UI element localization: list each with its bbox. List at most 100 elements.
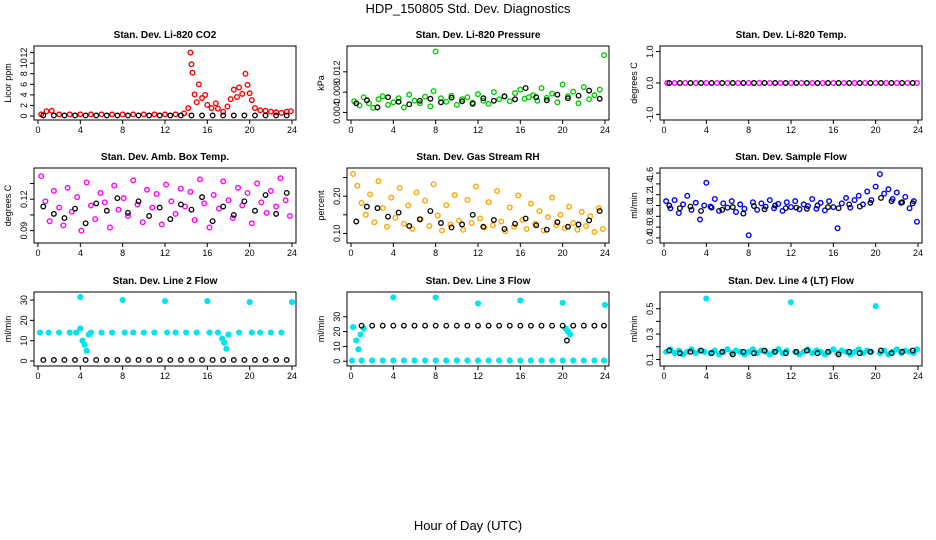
data-point xyxy=(688,206,695,213)
data-point xyxy=(893,346,900,353)
y-axis-label: ml/min xyxy=(3,316,13,343)
data-point xyxy=(724,204,731,211)
data-point xyxy=(191,217,198,224)
data-point xyxy=(277,175,284,182)
data-point-hourly xyxy=(220,112,227,119)
series-hourly xyxy=(40,357,290,363)
data-point-hourly xyxy=(899,80,906,86)
data-point xyxy=(45,329,52,336)
data-point xyxy=(474,300,482,307)
y-tick-label: 0.20 xyxy=(332,187,342,205)
data-point-hourly xyxy=(177,201,184,208)
data-point-hourly xyxy=(199,357,205,363)
data-point xyxy=(586,96,593,103)
data-point xyxy=(580,84,587,91)
y-tick-label: 0.6 xyxy=(645,221,655,234)
data-point xyxy=(202,91,209,98)
data-point xyxy=(771,205,778,212)
x-tick-label: 20 xyxy=(558,125,568,135)
y-tick-label: 12 xyxy=(19,48,29,58)
data-point xyxy=(121,329,128,336)
data-point-hourly xyxy=(846,201,853,208)
data-point xyxy=(37,329,44,336)
data-point-hourly xyxy=(676,205,683,212)
data-point-hourly xyxy=(230,112,237,119)
data-point xyxy=(257,107,264,114)
data-point xyxy=(883,79,890,86)
data-point xyxy=(559,357,566,364)
data-point xyxy=(728,198,735,205)
data-point xyxy=(862,79,869,86)
data-point xyxy=(443,98,450,105)
data-point xyxy=(724,79,731,86)
data-point-hourly xyxy=(687,80,694,86)
x-tick-label: 12 xyxy=(786,371,796,381)
data-point xyxy=(703,179,710,186)
y-tick-label: 0.5 xyxy=(645,302,655,315)
data-point-hourly xyxy=(867,348,874,355)
data-point-hourly xyxy=(533,222,540,229)
data-point xyxy=(354,182,361,189)
data-point xyxy=(163,181,170,188)
y-tick-label: 0.004 xyxy=(332,101,342,124)
data-point xyxy=(355,346,362,353)
data-point xyxy=(140,329,147,336)
chart-title: Stan. Dev. Line 4 (LT) Flow xyxy=(728,276,854,287)
data-point-hourly xyxy=(443,322,450,329)
data-point-hourly xyxy=(61,357,68,363)
data-point xyxy=(671,197,678,204)
data-point xyxy=(371,219,378,226)
data-point xyxy=(204,101,211,108)
data-point-hourly xyxy=(406,223,413,229)
data-point-hourly xyxy=(899,199,906,206)
data-point xyxy=(287,108,294,115)
data-point-hourly xyxy=(262,112,269,119)
data-point xyxy=(220,108,227,115)
data-point xyxy=(893,79,900,86)
data-point-hourly xyxy=(676,80,683,86)
x-tick-label: 12 xyxy=(786,125,796,135)
data-point xyxy=(362,211,369,218)
data-point xyxy=(809,79,816,86)
y-tick-label: 1.0 xyxy=(645,45,655,58)
data-point xyxy=(278,109,285,116)
data-point-hourly xyxy=(761,347,768,354)
data-point-hourly xyxy=(761,206,768,213)
data-point-hourly xyxy=(782,205,789,212)
data-point xyxy=(74,194,81,201)
y-axis-label: percent xyxy=(316,190,326,221)
data-point xyxy=(745,232,752,239)
data-point-hourly xyxy=(687,348,694,355)
data-point-hourly xyxy=(719,80,726,86)
x-tick-label: 12 xyxy=(160,125,170,135)
data-point xyxy=(663,198,670,205)
plot-frame xyxy=(33,167,297,244)
data-point-hourly xyxy=(283,357,290,363)
data-point-hourly xyxy=(385,94,391,101)
y-tick-label: 0 xyxy=(19,113,29,118)
data-point xyxy=(788,204,795,211)
data-point-hourly xyxy=(146,112,153,119)
x-tick-label: 0 xyxy=(348,248,353,258)
data-point-hourly xyxy=(252,112,258,119)
data-point-hourly xyxy=(103,207,110,214)
data-point xyxy=(360,94,367,101)
data-point-hourly xyxy=(273,357,280,363)
x-tick-label: 12 xyxy=(473,248,483,258)
data-point xyxy=(189,69,196,76)
x-tick-label: 4 xyxy=(704,248,709,258)
data-point-hourly xyxy=(575,92,582,99)
data-point-hourly xyxy=(575,221,582,228)
data-point-hourly xyxy=(427,95,434,102)
series-hourly xyxy=(666,194,916,217)
data-point-hourly xyxy=(543,97,550,104)
chart-panel-6: Stan. Dev. Sample Flow 0 4 8 12 16 20 24 0.40.60… xyxy=(629,152,923,258)
data-point xyxy=(464,196,471,203)
data-point-hourly xyxy=(156,112,163,119)
data-point-hourly xyxy=(252,357,258,363)
series-hourly xyxy=(40,189,290,227)
data-point-hourly xyxy=(708,80,715,86)
data-point-hourly xyxy=(825,348,831,355)
chart-panel-5: Stan. Dev. Gas Stream RH 0 4 8 12 16 20 24 0.10 0… xyxy=(316,152,610,258)
data-point-hourly xyxy=(835,205,842,212)
